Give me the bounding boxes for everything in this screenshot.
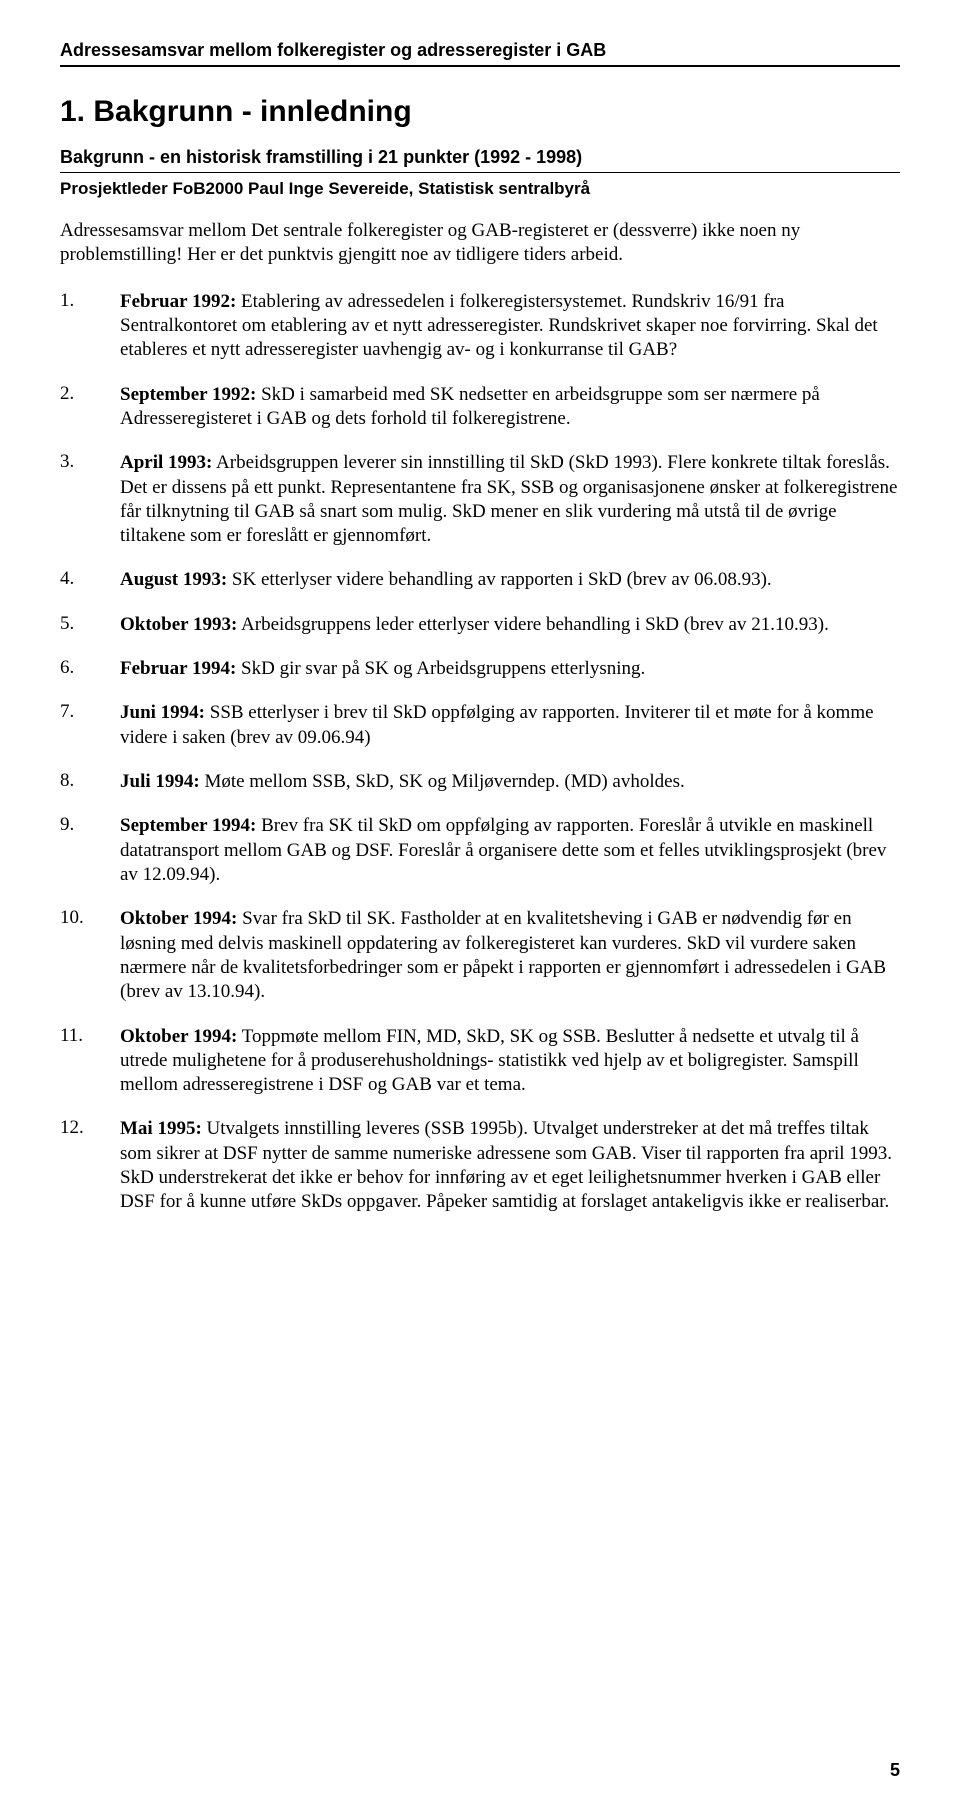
list-item-number: 8. [60,770,120,794]
list-item-body: Oktober 1994: Toppmøte mellom FIN, MD, S… [120,1025,900,1098]
list-item-lead: Mai 1995: [120,1118,202,1139]
list-item-body: September 1994: Brev fra SK til SkD om o… [120,814,900,887]
list-item-number: 5. [60,613,120,637]
page-number: 5 [890,1760,900,1781]
list-item-lead: Oktober 1994: [120,908,237,929]
list-item-lead: Februar 1994: [120,658,236,679]
list-item: 2.September 1992: SkD i samarbeid med SK… [60,383,900,432]
list-item: 4.August 1993: SK etterlyser videre beha… [60,568,900,592]
list-item-body: Juli 1994: Møte mellom SSB, SkD, SK og M… [120,770,685,794]
list-item-lead: September 1992: [120,384,256,405]
list-item-lead: August 1993: [120,569,227,590]
page-title: 1. Bakgrunn - innledning [60,95,900,129]
running-header: Adressesamsvar mellom folkeregister og a… [60,40,900,67]
list-item: 6.Februar 1994: SkD gir svar på SK og Ar… [60,657,900,681]
list-item-number: 7. [60,701,120,750]
list-item-number: 4. [60,568,120,592]
list-item-body: Mai 1995: Utvalgets innstilling leveres … [120,1117,900,1214]
list-item-body: Oktober 1994: Svar fra SkD til SK. Fasth… [120,907,900,1004]
document-page: Adressesamsvar mellom folkeregister og a… [0,0,960,1811]
list-item: 1.Februar 1992: Etablering av adressedel… [60,290,900,363]
list-item-text: SkD gir svar på SK og Arbeidsgruppens et… [236,658,645,679]
list-item: 3.April 1993: Arbeidsgruppen leverer sin… [60,451,900,548]
list-item-text: Møte mellom SSB, SkD, SK og Miljøverndep… [200,771,685,792]
list-item-text: Utvalgets innstilling leveres (SSB 1995b… [120,1118,892,1212]
list-item: 11.Oktober 1994: Toppmøte mellom FIN, MD… [60,1025,900,1098]
list-item-text: Arbeidsgruppen leverer sin innstilling t… [120,452,897,546]
numbered-list: 1.Februar 1992: Etablering av adressedel… [60,290,900,1215]
list-item: 7.Juni 1994: SSB etterlyser i brev til S… [60,701,900,750]
list-item-lead: Februar 1992: [120,291,236,312]
section-subtitle: Bakgrunn - en historisk framstilling i 2… [60,147,900,173]
list-item-text: SK etterlyser videre behandling av rappo… [227,569,772,590]
byline: Prosjektleder FoB2000 Paul Inge Severeid… [60,179,900,199]
list-item-lead: Oktober 1993: [120,614,237,635]
list-item: 12.Mai 1995: Utvalgets innstilling lever… [60,1117,900,1214]
list-item-lead: Juni 1994: [120,702,205,723]
list-item-number: 2. [60,383,120,432]
list-item-number: 3. [60,451,120,548]
list-item-number: 6. [60,657,120,681]
list-item: 10.Oktober 1994: Svar fra SkD til SK. Fa… [60,907,900,1004]
list-item-text: Arbeidsgruppens leder etterlyser videre … [237,614,828,635]
list-item: 5.Oktober 1993: Arbeidsgruppens leder et… [60,613,900,637]
list-item: 9.September 1994: Brev fra SK til SkD om… [60,814,900,887]
list-item-lead: Oktober 1994: [120,1026,237,1047]
list-item-body: Oktober 1993: Arbeidsgruppens leder ette… [120,613,829,637]
list-item-body: September 1992: SkD i samarbeid med SK n… [120,383,900,432]
list-item-text: SSB etterlyser i brev til SkD oppfølging… [120,702,874,747]
list-item-body: April 1993: Arbeidsgruppen leverer sin i… [120,451,900,548]
list-item-number: 12. [60,1117,120,1214]
list-item-lead: Juli 1994: [120,771,200,792]
list-item-number: 1. [60,290,120,363]
list-item-body: Februar 1994: SkD gir svar på SK og Arbe… [120,657,645,681]
list-item-number: 11. [60,1025,120,1098]
list-item-lead: April 1993: [120,452,212,473]
list-item: 8.Juli 1994: Møte mellom SSB, SkD, SK og… [60,770,900,794]
list-item-number: 9. [60,814,120,887]
list-item-body: Juni 1994: SSB etterlyser i brev til SkD… [120,701,900,750]
list-item-body: August 1993: SK etterlyser videre behand… [120,568,772,592]
intro-paragraph: Adressesamsvar mellom Det sentrale folke… [60,219,900,268]
list-item-body: Februar 1992: Etablering av adressedelen… [120,290,900,363]
list-item-number: 10. [60,907,120,1004]
list-item-lead: September 1994: [120,815,256,836]
